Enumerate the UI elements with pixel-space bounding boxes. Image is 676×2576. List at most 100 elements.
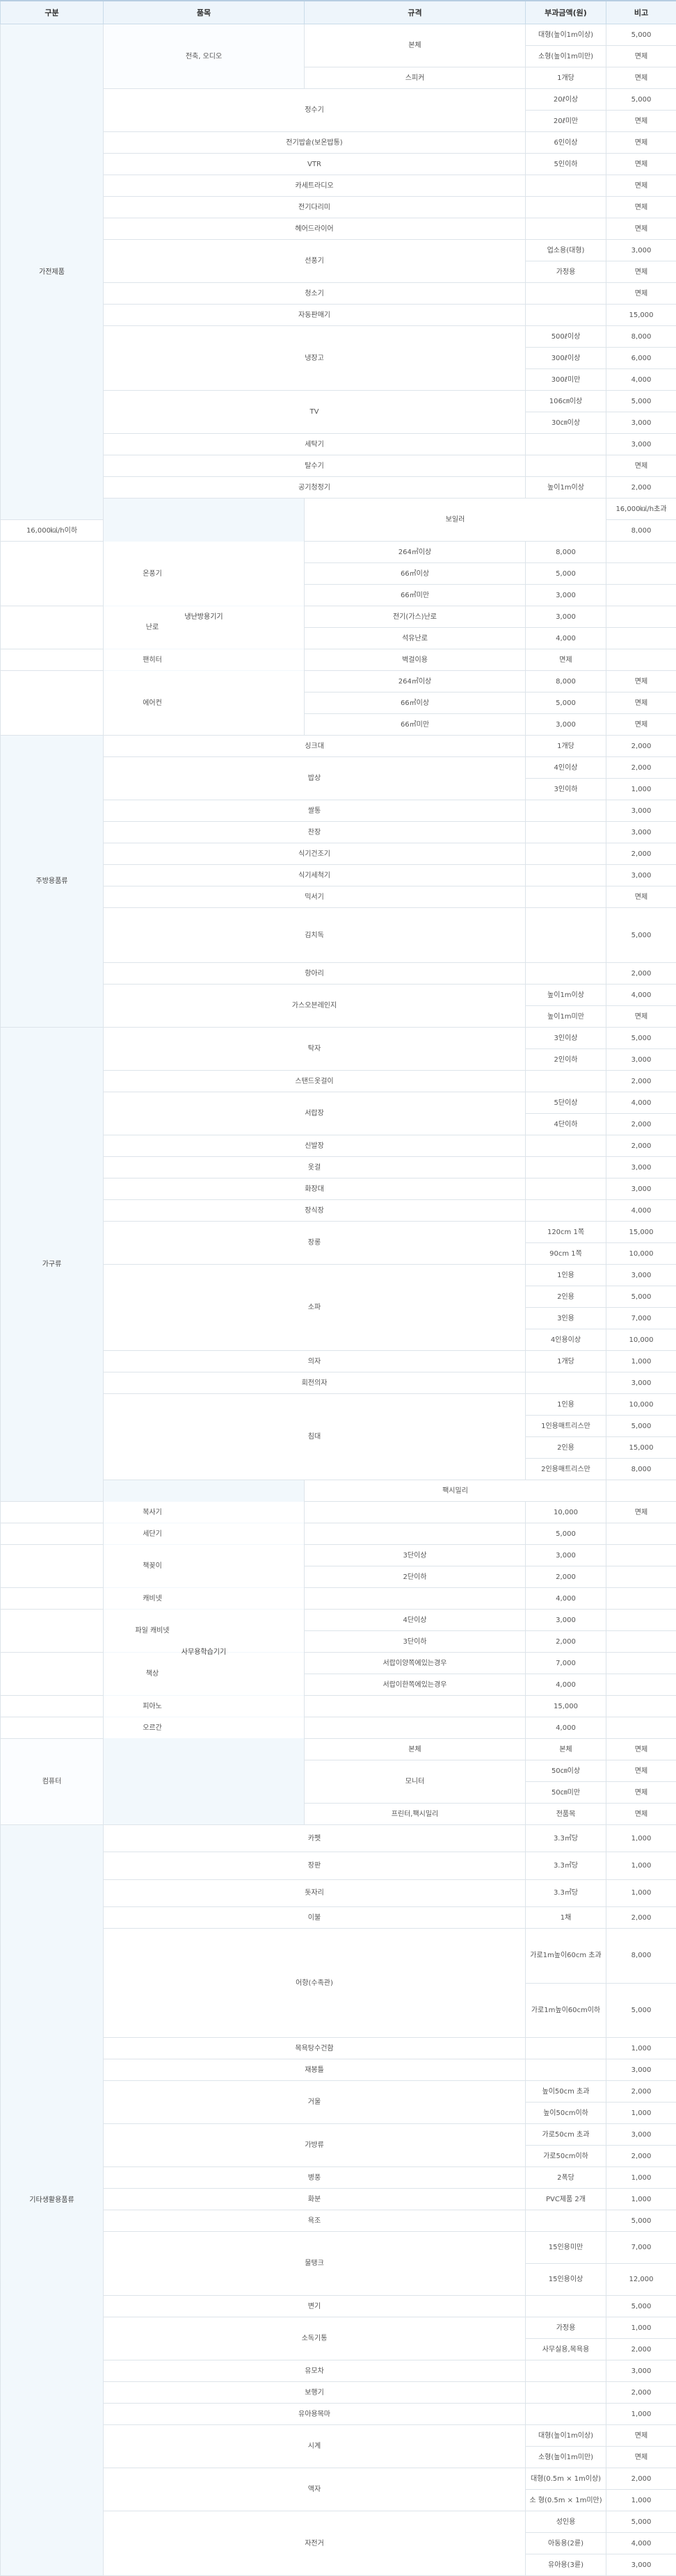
table-cell [526, 2059, 606, 2081]
table-cell: 3,000 [606, 865, 676, 886]
table-cell: 보행기 [104, 2382, 526, 2404]
table-cell: 화장대 [104, 1178, 526, 1200]
table-cell: 가방류 [104, 2124, 526, 2167]
table-cell [526, 175, 606, 197]
table-cell: 3,000 [606, 2360, 676, 2382]
table-cell: 장롱 [104, 1222, 526, 1265]
table-cell: 탁자 [104, 1028, 526, 1071]
table-cell: 높이1m미만 [526, 1006, 606, 1028]
table-cell: 모니터 [305, 1760, 526, 1804]
table-cell: 세탁기 [104, 434, 526, 455]
table-cell: 3,000 [606, 434, 676, 455]
table-cell: 4인용이상 [526, 1329, 606, 1351]
table-cell: 5,000 [606, 89, 676, 111]
table-cell [526, 822, 606, 843]
table-cell: 2단이하 [305, 1566, 526, 1588]
table-cell: 면제 [606, 46, 676, 67]
table-cell: 가전제품 [1, 24, 104, 520]
table-cell: 사무실용,목욕용 [526, 2339, 606, 2360]
table-cell: 2,000 [606, 2339, 676, 2360]
table-cell: 믹서기 [104, 886, 526, 908]
table-cell: 기타생활용품류 [1, 1825, 104, 2576]
table-cell: 1,000 [606, 1825, 676, 1852]
table-cell: 1개당 [526, 67, 606, 89]
table-cell: 2폭당 [526, 2167, 606, 2189]
table-cell: 50㎝미만 [526, 1782, 606, 1804]
table-cell: 옷걸 [104, 1157, 526, 1178]
table-cell: 병풍 [104, 2167, 526, 2189]
table-cell: 500ℓ이상 [526, 326, 606, 348]
table-cell [606, 563, 676, 585]
table-cell: 대형(0.5m × 1m이상) [526, 2468, 606, 2490]
table-cell: 면제 [606, 886, 676, 908]
table-cell: 면제 [606, 1804, 676, 1825]
table-cell: 서랍이양쪽에있는경우 [305, 1653, 526, 1674]
table-cell: 8,000 [526, 542, 606, 563]
table-cell: 7,000 [526, 1653, 606, 1674]
table-cell: 소파 [104, 1265, 526, 1351]
table-cell: 서랍장 [104, 1092, 526, 1135]
table-cell: 1,000 [606, 2167, 676, 2189]
table-cell: 10,000 [606, 1329, 676, 1351]
table-cell: 면제 [606, 1006, 676, 1028]
table-cell: 면제 [606, 132, 676, 154]
table-cell [526, 2038, 606, 2059]
table-cell: 에어컨 [1, 671, 305, 736]
table-cell: 복사기 [1, 1502, 305, 1523]
table-cell: 1,000 [606, 1879, 676, 1906]
table-cell: 5,000 [606, 1983, 676, 2038]
table-cell: 피아노 [1, 1696, 305, 1717]
table-cell: 의자 [104, 1351, 526, 1372]
table-cell: 3,000 [606, 800, 676, 822]
table-cell: 4,000 [606, 2533, 676, 2554]
table-cell [305, 1696, 526, 1717]
table-cell: 면제 [606, 154, 676, 175]
table-cell: 아동용(2륜) [526, 2533, 606, 2554]
table-cell: 높이1m이상 [526, 985, 606, 1006]
table-cell: 3,000 [606, 1178, 676, 1200]
table-cell: 스탠드옷걸이 [104, 1071, 526, 1092]
table-cell: 7,000 [606, 2232, 676, 2264]
table-cell: 4,000 [606, 369, 676, 391]
table-cell: 목욕탕수건함 [104, 2038, 526, 2059]
table-cell: 5,000 [606, 24, 676, 46]
table-cell: 4단이상 [305, 1610, 526, 1631]
table-cell: 2,000 [526, 1631, 606, 1653]
table-cell: 8,000 [526, 671, 606, 692]
table-cell: 3,000 [606, 1372, 676, 1394]
table-cell: 온풍기 [1, 542, 305, 606]
table-cell: 면제 [526, 649, 606, 671]
table-cell: 3,000 [526, 1610, 606, 1631]
table-cell: 5,000 [526, 563, 606, 585]
table-cell: 5단이상 [526, 1092, 606, 1114]
table-cell: 3.3㎡당 [526, 1852, 606, 1879]
table-cell: 소독기통 [104, 2317, 526, 2360]
table-cell [526, 305, 606, 326]
table-cell: 2,000 [606, 2382, 676, 2404]
table-cell: 선풍기 [104, 240, 526, 283]
table-cell: 책꽂이 [1, 1545, 305, 1588]
table-cell: 5인이하 [526, 154, 606, 175]
table-cell [526, 197, 606, 218]
table-cell: 2,000 [606, 2468, 676, 2490]
table-cell: 1인용매트리스만 [526, 1416, 606, 1437]
table-cell [526, 455, 606, 477]
table-cell: VTR [104, 154, 526, 175]
table-cell: 5,000 [606, 2210, 676, 2232]
table-cell: 어항(수족관) [104, 1929, 526, 2038]
table-cell: 2인용매트리스만 [526, 1459, 606, 1480]
table-cell: 이불 [104, 1907, 526, 1929]
table-cell: 성인용 [526, 2511, 606, 2533]
table-cell [606, 1610, 676, 1631]
table-cell: 신발장 [104, 1135, 526, 1157]
table-cell: 2,000 [606, 1071, 676, 1092]
table-cell: 가로1m높이60cm 초과 [526, 1929, 606, 1984]
table-cell: 2,000 [526, 1566, 606, 1588]
table-cell: 컴퓨터 [1, 1739, 104, 1825]
table-cell [526, 1200, 606, 1222]
